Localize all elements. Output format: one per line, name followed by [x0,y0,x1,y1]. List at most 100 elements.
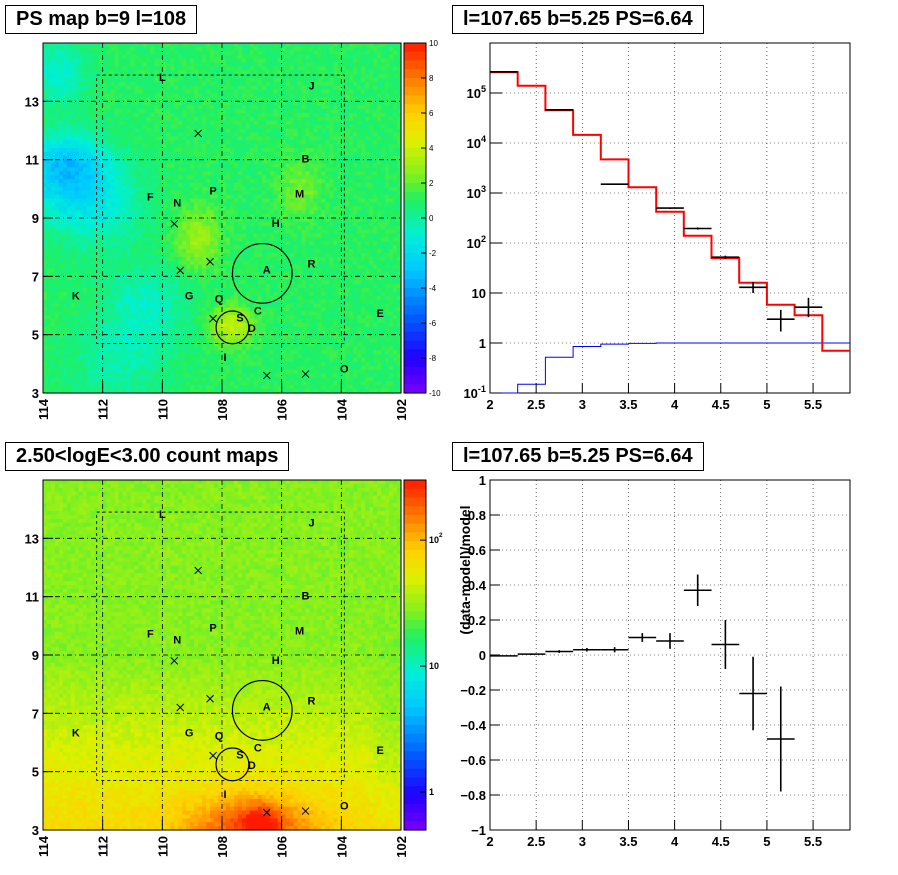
ps_map-colorbar-cell [404,104,426,114]
count_map-xtick-label: 104 [334,835,349,857]
ps-map-colorbar-label: 2 [429,179,434,188]
residual-xtick-label: 5 [763,834,770,849]
source-label-H: H [272,655,280,667]
spectrum-ytick-label: 104 [466,134,486,151]
residual-xtick-label: 3 [579,834,586,849]
cross-marker [262,808,271,817]
ps_map-xtick-label: 102 [394,399,409,421]
count_map-colorbar-cell [404,760,426,770]
count_map-colorbar-cell [404,690,426,700]
ps_map-xtick-label: 106 [275,399,290,421]
count_map-heatmap [43,480,402,831]
ps_map-colorbar-cell [404,235,426,245]
cross-marker [209,314,217,323]
source-label-Q: Q [215,731,224,743]
count_map-colorbar-cell [404,768,426,779]
ps_map-colorbar-cell [404,43,426,53]
ps_map-colorbar-cell [404,218,426,228]
count_map-ytick-label: 3 [32,823,39,838]
source-label-K: K [72,291,80,303]
ps_map-colorbar-cell [404,130,426,140]
source-label-I: I [223,352,226,364]
count_map-colorbar-cell [404,620,426,630]
source-label-D: D [248,760,256,772]
ps-map-title: PS map b=9 l=108 [5,5,198,34]
residual-panel: 2 2.5 3 3.5 4 4.5 5 5.5 −1 −0.8 −0.6 −0.4 −0.2 0 0.2 0.… [457,473,851,849]
count_map-colorbar-cell [404,803,426,814]
ps_map-xtick-label: 112 [96,399,111,420]
residual-data-point [739,656,767,731]
ps_map-colorbar-cell [404,375,426,385]
count_map-colorbar-cell [404,628,426,639]
count_map-colorbar-cell [404,515,426,525]
ps_map-colorbar-cell [404,244,426,254]
ps-map-colorbar-label: -10 [429,389,441,398]
count_map-colorbar-cell [404,576,426,586]
spectrum-data-point [794,297,823,318]
source-label-N: N [173,634,181,646]
source-label-L: L [159,509,166,521]
spectrum-xtick-label: 2 [486,397,493,412]
spectrum-title: l=107.65 b=5.25 PS=6.64 [452,5,704,34]
spectrum-ytick-label: 103 [466,184,486,201]
ps_map-ytick-label: 11 [25,153,39,168]
ps_map-colorbar-cell [404,349,426,359]
source-label-P: P [209,186,216,198]
ps_map-panel: 114 112 110 108 106 104 102357911131086420-2-4… [25,39,442,421]
count_map-colorbar-cell [404,742,426,752]
ps_map-colorbar-cell [404,209,426,219]
residual-ytick-label: 0.8 [468,508,486,523]
residual-xtick-label: 2 [486,834,493,849]
ps_map-colorbar-cell [404,121,426,132]
residual-data-point [573,648,601,652]
residual-xtick-label: 2.5 [527,834,545,849]
ps-map-overlay: L J B M F N P H R A K G Q CSD E I O [72,509,384,817]
count_map-colorbar-cell [404,672,426,682]
count_map-xtick-label: 112 [96,836,111,857]
spectrum-data-point [739,282,767,293]
count_map-colorbar-cell [404,523,426,534]
ps-map-colorbar-label: 10 [429,39,438,48]
spectrum-background-line [490,342,850,394]
count_map-colorbar-cell [404,637,426,647]
count_map-colorbar-cell [404,541,426,551]
residual-data-point [490,655,518,657]
ps_map-colorbar-cell [404,148,426,158]
residual-ytick-label: −0.4 [460,718,486,733]
source-circle [215,310,250,345]
count_map-xtick-label: 110 [155,836,170,857]
residual-data-point [628,633,657,642]
cross-marker [176,703,185,712]
spectrum-ytick-label: 105 [466,84,486,101]
residual-ytick-label: 0.2 [468,613,486,628]
residual-ylabel: (data-model)/model [457,505,473,634]
count_map-colorbar-cell [404,707,426,717]
spectrum-data-point [490,71,518,73]
ps-map-colorbar-label: -2 [429,249,437,258]
ps_map-colorbar-cell [404,69,426,79]
count_map-ytick-label: 13 [25,531,39,546]
count_map-ytick-label: 9 [32,648,39,663]
spectrum-xtick-label: 4 [671,397,679,412]
ps_map-colorbar-cell [404,200,426,210]
cross-marker [301,370,310,378]
count_map-colorbar-cell [404,497,426,507]
count-map-title: 2.50<logE<3.00 count maps [5,442,290,471]
cross-marker [206,694,214,703]
residual-xtick-label: 5.5 [804,834,822,849]
ps_map-colorbar-cell [404,174,426,184]
ps_map-colorbar-cell [404,331,426,342]
source-label-O: O [340,364,349,376]
spectrum-panel: 2 2.5 3 3.5 4 4.5 5 5.5 10-1 1 10 102 103 104 105 [463,42,851,412]
count_map-xtick-label: 106 [275,836,290,858]
ps_map-ytick-label: 9 [32,211,39,226]
ps_map-colorbar-cell [404,384,426,394]
ps-map-overlay: L J B M F N P H R A K G Q CSD E I O [72,72,384,380]
count_map-panel: 114 112 110 108 106 104 102 3 5 7 9 11 13 102 10 1 L J B M F… [25,479,443,858]
residual-xtick-label: 4 [671,834,679,849]
spectrum-xtick-label: 4.5 [712,397,730,412]
source-label-N: N [173,197,181,209]
ps_map-xtick-label: 110 [155,399,170,420]
spectrum-xtick-label: 2.5 [527,397,545,412]
source-label-F: F [147,192,154,204]
